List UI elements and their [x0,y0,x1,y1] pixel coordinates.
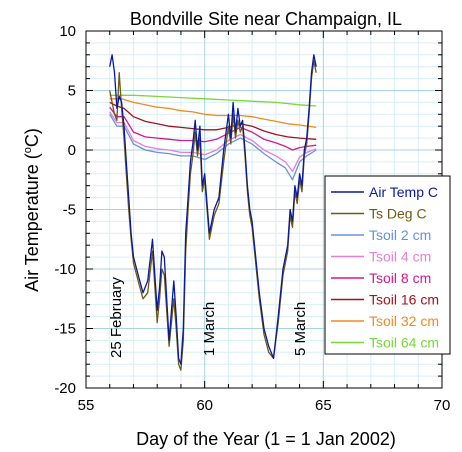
legend-tsoil-32-cm-label: Tsoil 32 cm [369,313,439,329]
y-tick-label: -5 [63,202,76,219]
series-air-temp-c [109,54,317,365]
y-tick-label: -15 [54,321,76,338]
legend-tsoil-64-cm-label: Tsoil 64 cm [369,335,439,351]
legend-tsoil-2-cm-label: Tsoil 2 cm [369,227,431,243]
x-axis-ticks: 55 60 65 70 [78,31,451,414]
y-tick-label: 5 [68,83,76,100]
series-tsoil-32-cm [109,98,317,129]
x-axis-label: Day of the Year (1 = 1 Jan 2002) [136,429,396,449]
annotation-25-february: 25 February [108,277,125,358]
series-tsoil-4-cm [109,111,317,173]
x-tick-label: 60 [196,397,213,414]
legend-tsoil-8-cm-label: Tsoil 8 cm [369,270,431,286]
y-axis-label-sup: o [22,147,34,153]
legend-items: Air Temp C Ts Deg C Tsoil 2 cm Tsoil 4 cm Ts… [331,184,439,351]
series-tsoil-64-cm [109,94,317,107]
y-tick-label: 0 [68,142,76,159]
x-tick-label: 55 [78,397,95,414]
annotation-1-march: 1 March [201,302,218,356]
x-tick-label: 65 [315,397,332,414]
y-tick-label: -10 [54,261,76,278]
series-tsoil-16-cm [109,101,317,140]
annotation-5-march: 5 March [292,302,309,356]
x-tick-label: 70 [434,397,451,414]
y-axis-label-end: C) [22,128,42,147]
legend: Air Temp C Ts Deg C Tsoil 2 cm Tsoil 4 cm Ts… [324,175,451,355]
legend-ts-deg-c-label: Ts Deg C [369,206,427,222]
legend-tsoil-4-cm-label: Tsoil 4 cm [369,249,431,265]
legend-box [324,175,451,355]
chart-title: Bondville Site near Champaign, IL [130,9,402,29]
series-lines [109,54,317,371]
legend-tsoil-16-cm-label: Tsoil 16 cm [369,292,439,308]
annotations: 25 February 1 March 5 March [108,277,309,358]
y-axis-label: Air Temperature (oC) [22,128,42,292]
y-tick-label: 10 [59,23,76,40]
series-tsoil-8-cm [109,106,317,151]
legend-air-temp-c-label: Air Temp C [369,184,438,200]
series-tsoil-2-cm [109,113,317,181]
y-axis-label-main: Air Temperature ( [22,153,42,292]
y-tick-label: -20 [54,380,76,397]
